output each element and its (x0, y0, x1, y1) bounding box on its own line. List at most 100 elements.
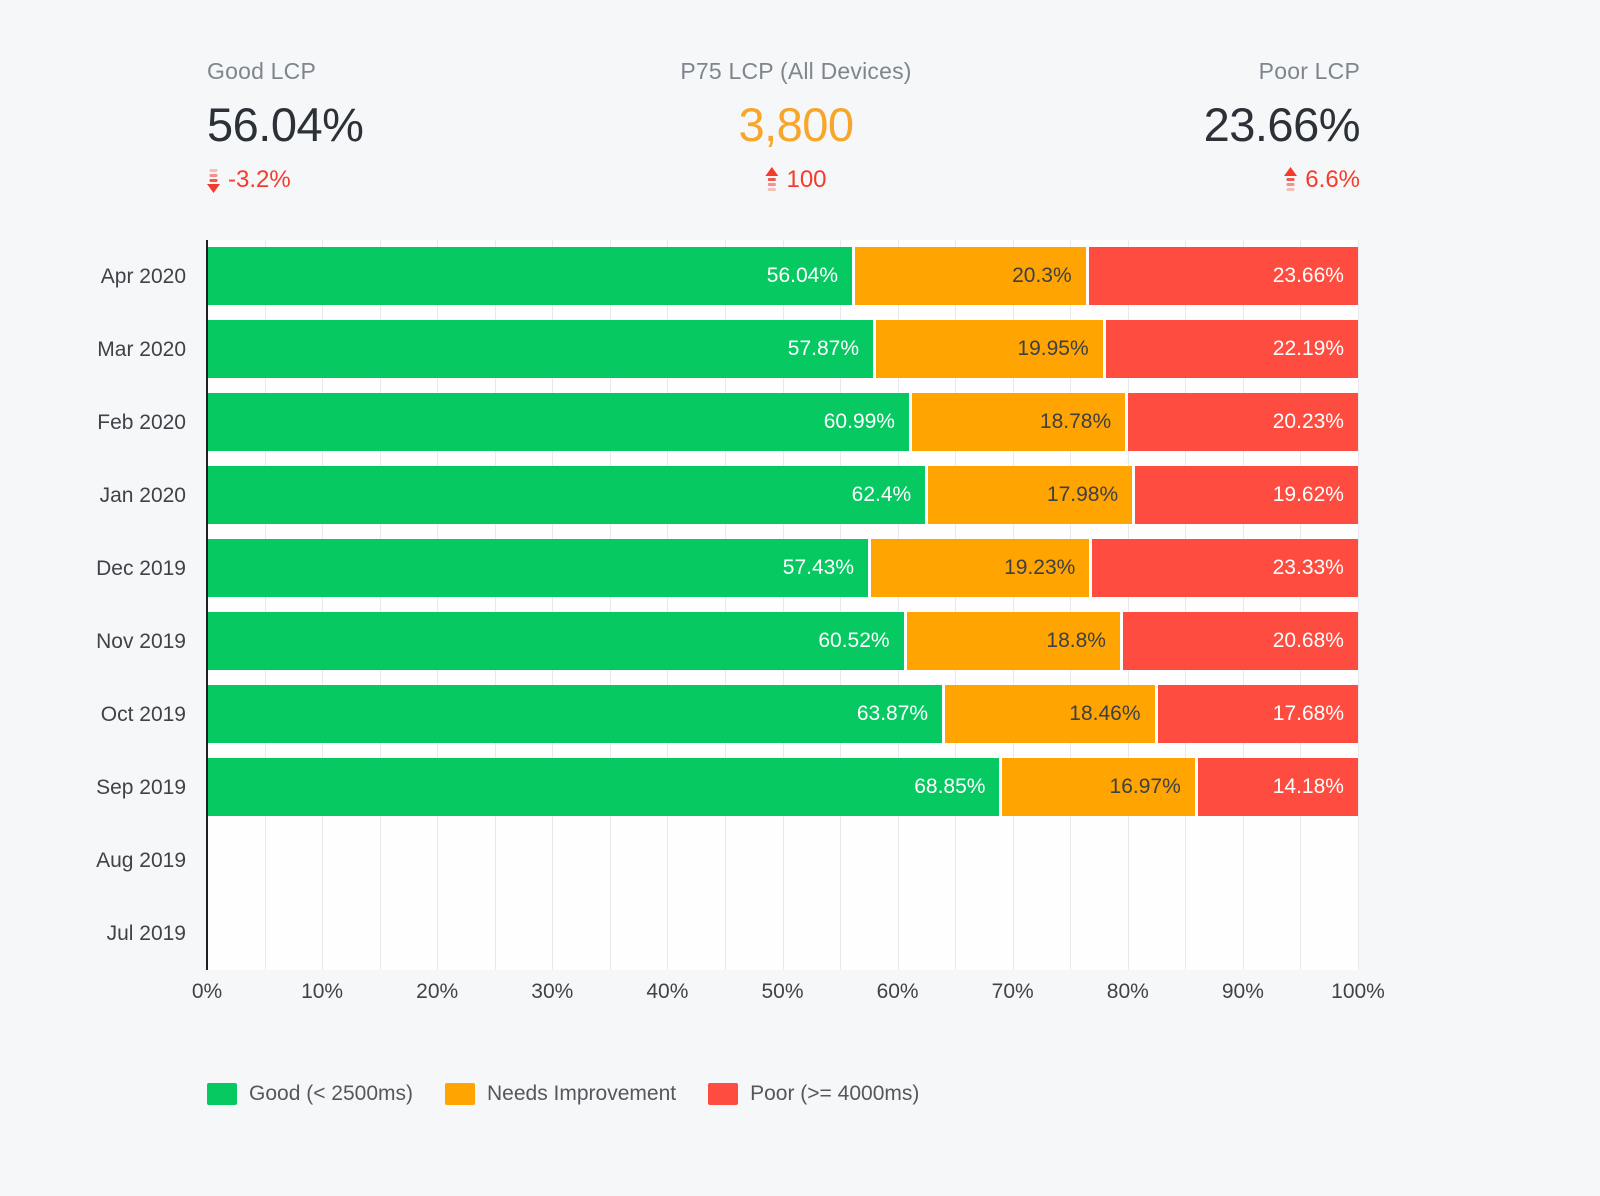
bar-segment-poor[interactable]: 17.68% (1154, 685, 1358, 743)
x-axis-tick-label: 20% (416, 980, 459, 1003)
y-axis-line (206, 240, 208, 970)
bar-segment-good[interactable]: 57.87% (207, 320, 874, 378)
bar-segment-good[interactable]: 62.4% (207, 466, 926, 524)
gridline (322, 240, 324, 970)
bar-value-label: 17.98% (1046, 483, 1119, 506)
x-axis-tick-label: 30% (531, 980, 574, 1003)
bar-segment-needs-improvement[interactable]: 19.23% (868, 539, 1090, 597)
bar-segment-poor[interactable]: 20.68% (1119, 612, 1358, 670)
stat-label: Good LCP (207, 58, 316, 84)
legend-item-needs-improvement: Needs Improvement (445, 1082, 676, 1106)
bar-segment-good[interactable]: 63.87% (207, 685, 943, 743)
stat-value: 56.04% (207, 98, 364, 151)
y-axis-labels: Apr 2020 Mar 2020 Feb 2020 Jan 2020 Dec 2019… (0, 240, 186, 970)
y-axis-label: Apr 2020 (100, 265, 186, 288)
x-axis-tick-label: 100% (1331, 980, 1385, 1003)
bar-value-label: 60.52% (818, 629, 890, 652)
bar-segment-good[interactable]: 56.04% (207, 247, 853, 305)
stat-poor-lcp: Poor LCP 23.66% 6.6% (1204, 58, 1361, 194)
gridline (1300, 240, 1302, 970)
bar-segment-poor[interactable]: 14.18% (1194, 758, 1358, 816)
bar-value-label: 57.43% (782, 556, 855, 579)
bar-segment-good[interactable]: 60.52% (207, 612, 904, 670)
gridline (1070, 240, 1072, 970)
gridline (552, 240, 554, 970)
bar-segment-needs-improvement[interactable]: 20.3% (852, 247, 1086, 305)
y-axis-label: Jan 2020 (99, 484, 186, 507)
bar-value-label: 19.62% (1272, 483, 1344, 506)
legend-swatch (445, 1083, 476, 1105)
x-axis-tick-label: 80% (1106, 980, 1149, 1003)
legend-label: Poor (>= 4000ms) (750, 1082, 920, 1105)
bar-value-label: 23.33% (1272, 556, 1344, 579)
bar-segment-needs-improvement[interactable]: 18.46% (942, 685, 1155, 743)
gridline (1242, 240, 1244, 970)
gridline (437, 240, 439, 970)
stat-delta-text: -3.2% (228, 166, 291, 193)
bar-value-label: 20.23% (1272, 410, 1344, 433)
legend-swatch (207, 1083, 237, 1105)
bar-value-label: 23.66% (1272, 264, 1344, 287)
bar-segment-good[interactable]: 68.85% (207, 758, 1000, 816)
x-axis-tick-label: 0% (191, 980, 223, 1003)
bar-value-label: 18.8% (1046, 629, 1106, 652)
bar-value-label: 19.23% (1004, 556, 1076, 579)
gridline (609, 240, 611, 970)
x-axis-tick-label: 40% (646, 980, 689, 1003)
gridline (1358, 240, 1359, 970)
stacked-bar: 68.85% 16.97% 14.18% (207, 758, 1358, 816)
bar-value-label: 20.68% (1272, 629, 1344, 652)
stat-delta: 100 (680, 166, 911, 194)
bar-row: 57.87% 19.95% 22.19% (207, 313, 1359, 386)
x-axis-labels: 0% 10% 20% 30% 40% 50% 60% 70% 80% 90% 100% (192, 980, 1385, 1006)
bar-value-label: 63.87% (856, 702, 929, 725)
stat-label: Poor LCP (1258, 58, 1360, 84)
gridline (724, 240, 726, 970)
legend-item-poor: Poor (>= 4000ms) (708, 1082, 919, 1106)
bar-segment-poor[interactable]: 20.23% (1125, 393, 1358, 451)
y-axis-label: Oct 2019 (100, 703, 186, 726)
stacked-bar: 60.99% 18.78% 20.23% (207, 393, 1358, 451)
y-axis-label: Dec 2019 (96, 557, 186, 580)
legend-swatch (708, 1083, 739, 1105)
bar-segment-needs-improvement[interactable]: 18.78% (908, 393, 1126, 451)
gridline (897, 240, 899, 970)
bar-segment-poor[interactable]: 23.66% (1085, 247, 1358, 305)
gridline (840, 240, 842, 970)
stacked-bar: 56.04% 20.3% 23.66% (207, 247, 1358, 305)
bar-segment-needs-improvement[interactable]: 16.97% (999, 758, 1195, 816)
bar-value-label: 68.85% (914, 775, 986, 798)
bar-value-label: 20.3% (1012, 264, 1072, 287)
y-axis-label: Nov 2019 (96, 630, 186, 653)
arrow-up-icon (765, 167, 779, 193)
bar-segment-good[interactable]: 60.99% (207, 393, 909, 451)
bar-segment-poor[interactable]: 19.62% (1132, 466, 1358, 524)
bar-segment-good[interactable]: 57.43% (207, 539, 869, 597)
bar-row: 57.43% 19.23% 23.33% (207, 532, 1358, 605)
bar-segment-poor[interactable]: 22.19% (1102, 320, 1359, 378)
y-axis-label: Mar 2020 (97, 338, 186, 361)
bar-row: 60.52% 18.8% 20.68% (207, 605, 1358, 678)
chart-legend: Good (< 2500ms) Needs Improvement Poor (>=… (207, 1082, 919, 1106)
legend-label: Good (< 2500ms) (249, 1082, 414, 1105)
x-axis-tick-label: 10% (301, 980, 344, 1003)
gridline (1127, 240, 1129, 970)
bar-segment-poor[interactable]: 23.33% (1089, 539, 1358, 597)
bar-segment-needs-improvement[interactable]: 18.8% (903, 612, 1120, 670)
bar-row: 62.4% 17.98% 19.62% (207, 459, 1358, 532)
bar-segment-needs-improvement[interactable]: 17.98% (925, 466, 1133, 524)
gridline (782, 240, 784, 970)
bar-value-label: 14.18% (1272, 775, 1344, 798)
bar-value-label: 19.95% (1017, 337, 1089, 360)
bar-value-label: 62.4% (851, 483, 912, 506)
bar-value-label: 18.46% (1069, 702, 1141, 725)
arrow-up-icon (1284, 167, 1298, 193)
bar-row (207, 897, 1358, 970)
bar-segment-needs-improvement[interactable]: 19.95% (873, 320, 1103, 378)
stat-p75-lcp: P75 LCP (All Devices) 3,800 100 (680, 58, 911, 194)
stat-delta-text: 6.6% (1305, 166, 1360, 193)
lcp-stacked-bar-chart: 56.04% 20.3% 23.66% 57.87% 19.95% 22.19% 60.99… (206, 240, 1359, 970)
stacked-bar: 63.87% 18.46% 17.68% (207, 685, 1358, 743)
stat-delta: -3.2% (207, 166, 363, 194)
y-axis-label: Jul 2019 (106, 922, 186, 945)
